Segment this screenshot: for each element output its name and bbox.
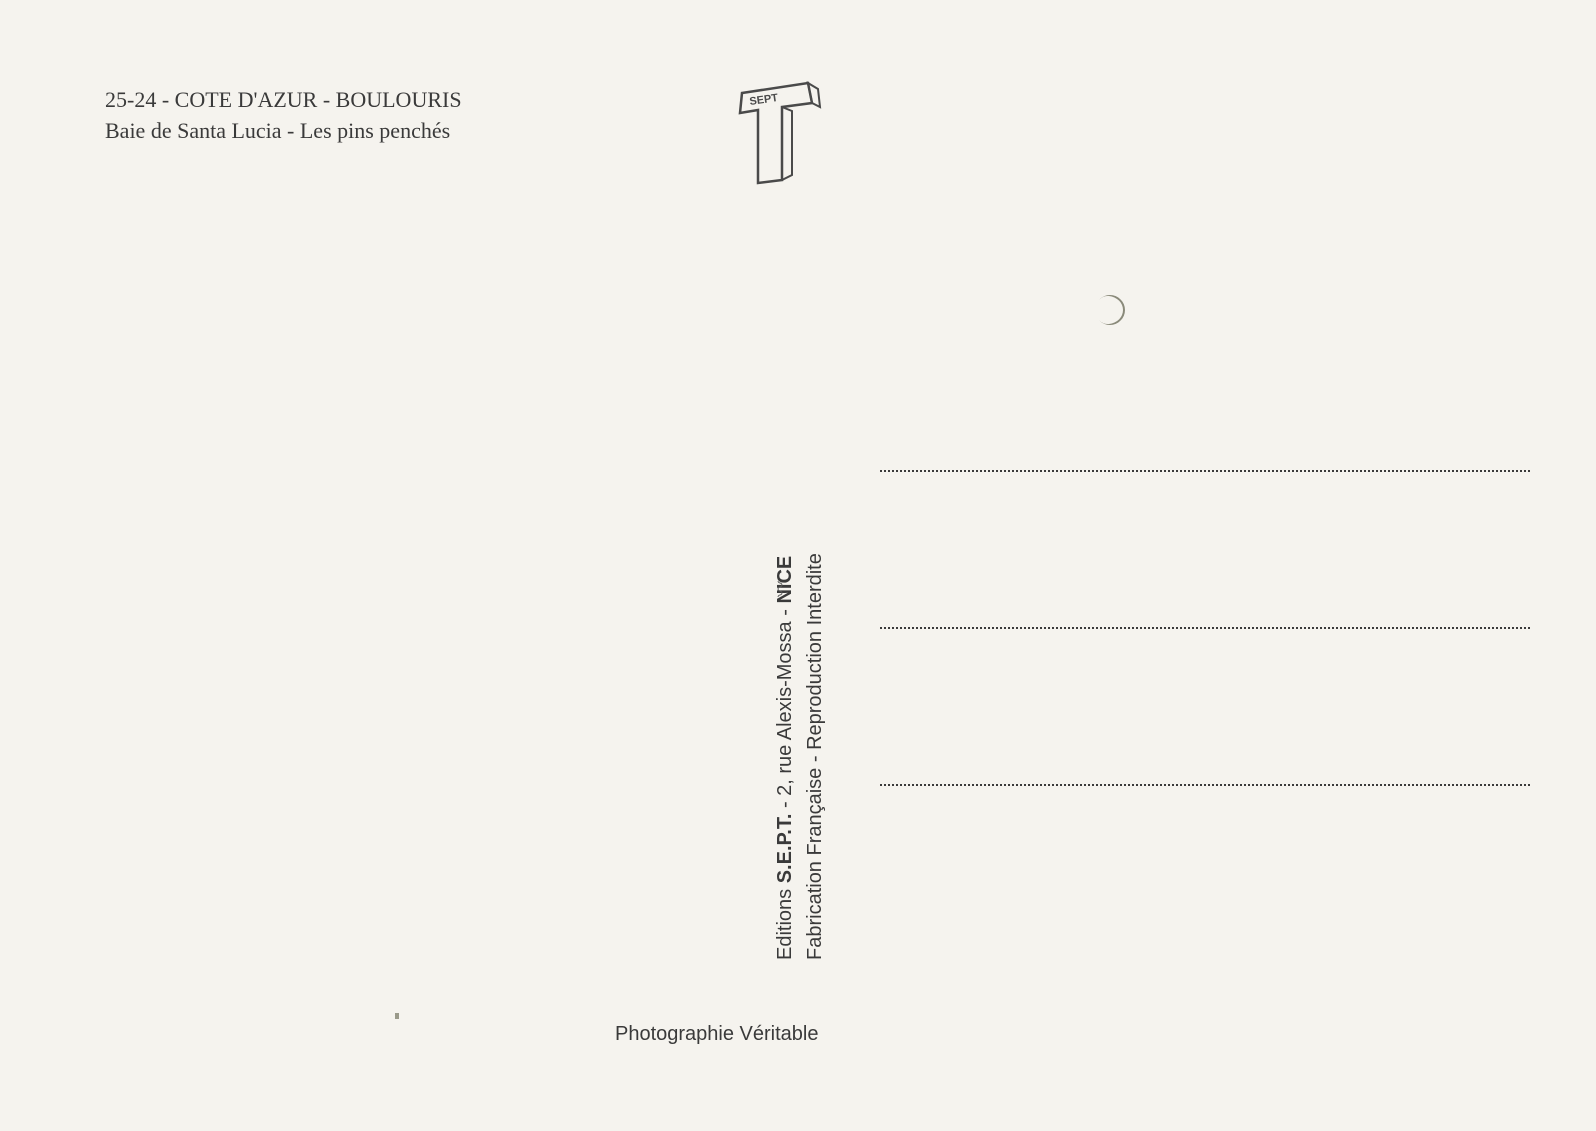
address-line-1 — [880, 470, 1530, 472]
footer-caption: Photographie Véritable — [615, 1023, 818, 1046]
publisher-line-1: Editions S.E.P.T. - 2, rue Alexis-Mossa … — [770, 290, 800, 960]
publisher-logo: SEPT — [730, 75, 825, 190]
publisher-info: Editions S.E.P.T. - 2, rue Alexis-Mossa … — [770, 290, 830, 960]
publisher-address: - 2, rue Alexis-Mossa - — [774, 604, 796, 814]
region-name: COTE D'AZUR — [175, 87, 318, 112]
address-area — [880, 470, 1530, 941]
town-name: BOULOURIS — [336, 87, 462, 112]
publisher-text-block: Editions S.E.P.T. - 2, rue Alexis-Mossa … — [770, 290, 830, 960]
wavy-separator-mark: 〰 — [767, 583, 791, 597]
print-mark — [395, 1013, 399, 1019]
stamp-position-mark — [1089, 289, 1131, 331]
svg-text:SEPT: SEPT — [749, 92, 779, 108]
subtitle: Baie de Santa Lucia - Les pins penchés — [105, 116, 462, 147]
separator-2: - — [317, 87, 335, 112]
address-line-2 — [880, 627, 1530, 629]
address-line-3 — [880, 784, 1530, 786]
editions-prefix: Editions — [774, 883, 796, 960]
publisher-line-2: Fabrication Française - Reproduction Int… — [800, 290, 830, 960]
title-line-1: 25-24 - COTE D'AZUR - BOULOURIS — [105, 85, 462, 116]
postcard-back: 25-24 - COTE D'AZUR - BOULOURIS Baie de … — [0, 0, 1596, 1131]
separator-1: - — [156, 87, 174, 112]
title-block: 25-24 - COTE D'AZUR - BOULOURIS Baie de … — [105, 85, 462, 147]
sept-seven-icon: SEPT — [730, 75, 825, 190]
reference-number: 25-24 — [105, 87, 156, 112]
publisher-name: S.E.P.T. — [774, 814, 796, 884]
